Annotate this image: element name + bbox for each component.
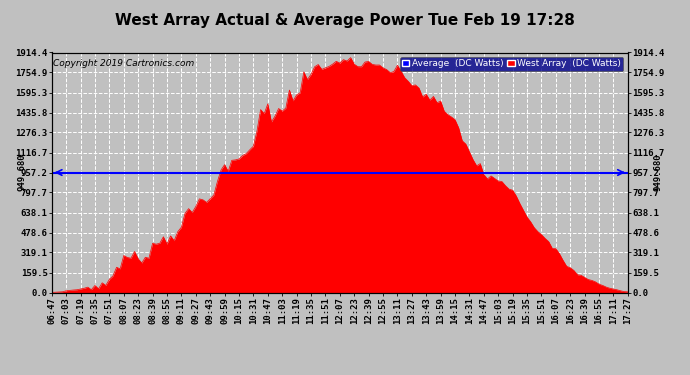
Text: Copyright 2019 Cartronics.com: Copyright 2019 Cartronics.com: [53, 58, 194, 68]
Text: 949.680: 949.680: [17, 154, 26, 191]
Text: 949.680: 949.680: [653, 154, 662, 191]
Text: West Array Actual & Average Power Tue Feb 19 17:28: West Array Actual & Average Power Tue Fe…: [115, 13, 575, 28]
Legend: Average  (DC Watts), West Array  (DC Watts): Average (DC Watts), West Array (DC Watts…: [400, 57, 623, 70]
